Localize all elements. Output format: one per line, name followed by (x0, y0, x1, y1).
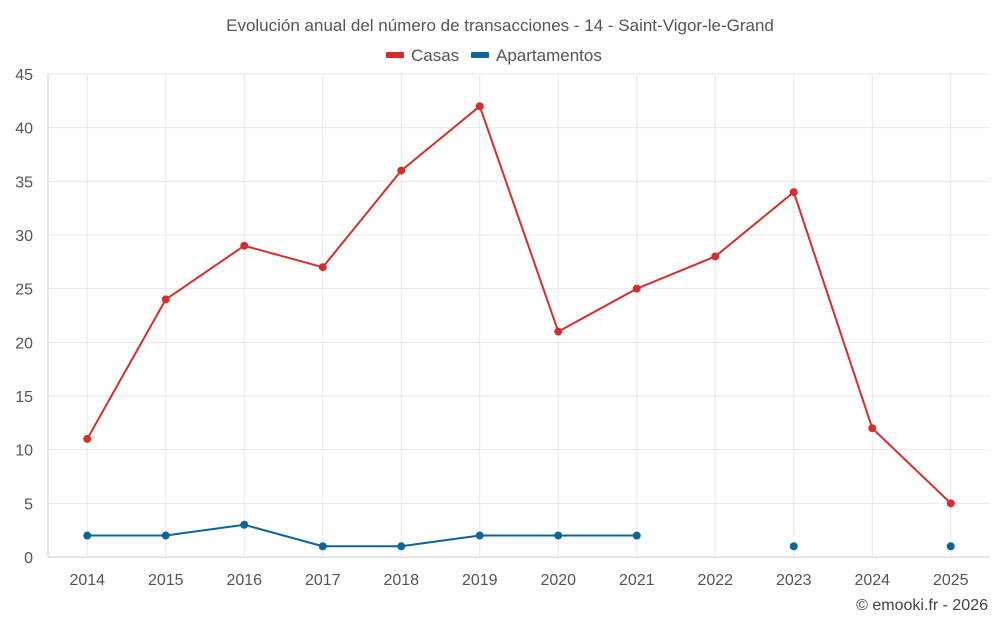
y-tick-label: 10 (15, 443, 33, 460)
legend-swatch-casas (386, 52, 404, 58)
legend: Casas Apartamentos (386, 46, 602, 65)
y-tick-label: 30 (15, 228, 33, 245)
x-tick-label: 2021 (619, 572, 655, 589)
y-tick-label: 5 (24, 496, 33, 513)
x-tick-label: 2016 (226, 572, 262, 589)
y-tick-label: 0 (24, 550, 33, 567)
data-point-casas-2021[interactable] (632, 284, 641, 293)
chart-title: Evolución anual del número de transaccio… (226, 16, 774, 35)
legend-label-casas: Casas (411, 46, 459, 65)
y-tick-label: 45 (15, 67, 33, 84)
legend-item-apartamentos[interactable]: Apartamentos (471, 46, 602, 65)
data-point-apartamentos-2020[interactable] (554, 531, 563, 540)
data-point-apartamentos-2017[interactable] (318, 542, 327, 551)
x-tick-label: 2020 (540, 572, 576, 589)
data-point-apartamentos-2019[interactable] (475, 531, 484, 540)
y-tick-label: 40 (15, 121, 33, 138)
series-line-casas (86, 105, 952, 505)
x-tick-label: 2014 (69, 572, 105, 589)
data-point-casas-2023[interactable] (789, 188, 798, 197)
legend-label-apartamentos: Apartamentos (496, 46, 602, 65)
y-tick-label: 25 (15, 282, 33, 299)
x-tick-label: 2023 (776, 572, 812, 589)
legend-item-casas[interactable]: Casas (386, 46, 459, 65)
y-axis-ticks: 0 5 10 15 20 25 30 35 40 45 (15, 67, 33, 567)
y-tick-label: 35 (15, 174, 33, 191)
series-casas (83, 102, 955, 508)
x-axis-ticks: 2014 2015 2016 2017 2018 2019 2020 2021 2022 2023… (69, 572, 968, 589)
y-tick-label: 20 (15, 335, 33, 352)
y-tick-label: 15 (15, 389, 33, 406)
data-point-casas-2014[interactable] (83, 434, 92, 443)
data-point-casas-2024[interactable] (868, 424, 877, 433)
credit-text: © emooki.fr - 2026 (856, 597, 988, 614)
data-point-casas-2019[interactable] (475, 102, 484, 111)
data-point-apartamentos-2015[interactable] (161, 531, 170, 540)
x-tick-label: 2018 (383, 572, 419, 589)
data-point-apartamentos-2023[interactable] (789, 542, 798, 551)
data-point-casas-2016[interactable] (240, 241, 249, 250)
x-tick-label: 2022 (697, 572, 733, 589)
x-tick-label: 2024 (854, 572, 890, 589)
x-tick-label: 2025 (933, 572, 969, 589)
data-point-casas-2025[interactable] (946, 499, 955, 508)
data-point-apartamentos-2025[interactable] (946, 542, 955, 551)
data-point-casas-2017[interactable] (318, 263, 327, 272)
series-line-apartamentos (87, 523, 637, 548)
data-point-casas-2015[interactable] (161, 295, 170, 304)
series-apartamentos (83, 520, 955, 551)
series (83, 102, 955, 551)
data-point-apartamentos-2014[interactable] (83, 531, 92, 540)
data-point-casas-2018[interactable] (397, 166, 406, 175)
data-point-casas-2020[interactable] (554, 327, 563, 336)
data-point-apartamentos-2018[interactable] (397, 542, 406, 551)
data-point-apartamentos-2021[interactable] (632, 531, 641, 540)
x-tick-label: 2019 (462, 572, 498, 589)
data-point-casas-2022[interactable] (711, 252, 720, 261)
x-tick-label: 2017 (305, 572, 341, 589)
x-tick-label: 2015 (148, 572, 184, 589)
data-point-apartamentos-2016[interactable] (240, 520, 249, 529)
grid (47, 73, 990, 558)
legend-swatch-apartamentos (471, 52, 489, 58)
